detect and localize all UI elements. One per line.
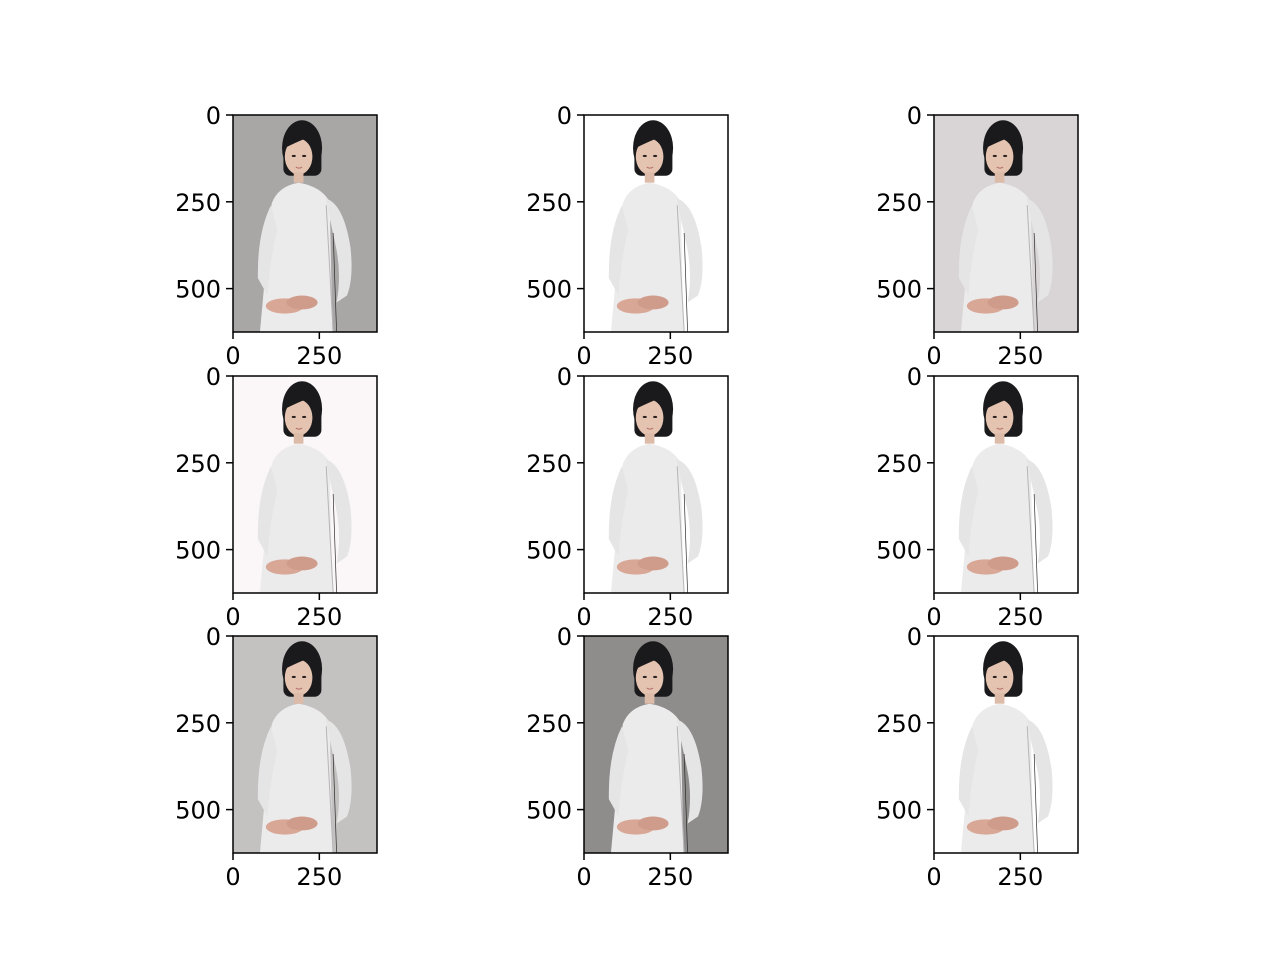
- y-tick-label: 500: [876, 537, 922, 565]
- axes-frame: [933, 635, 1079, 854]
- x-tick-label: 0: [576, 863, 591, 891]
- y-tick-label: 0: [206, 623, 221, 651]
- subplot-9: 0 250 500 0 250: [876, 623, 1079, 891]
- y-tick-label: 500: [526, 276, 572, 304]
- panel-image-1: [233, 115, 377, 332]
- subplot-5: 0 250 500 0 250: [526, 363, 729, 631]
- x-tick-label: 250: [647, 863, 693, 891]
- y-tick-label: 0: [907, 363, 922, 391]
- panel-image-6: [934, 376, 1078, 593]
- y-tick-label: 250: [876, 189, 922, 217]
- axes-frame: [232, 114, 378, 333]
- y-tick-label: 250: [526, 450, 572, 478]
- y-tick-label: 0: [557, 363, 572, 391]
- y-tick-label: 500: [175, 537, 221, 565]
- y-tick-label: 250: [876, 710, 922, 738]
- axes-frame: [933, 375, 1079, 594]
- y-tick-label: 250: [876, 450, 922, 478]
- y-tick-label: 0: [206, 363, 221, 391]
- subplot-1: 0 250 500 0 250: [175, 102, 378, 370]
- subplot-3: 0 250 500 0 250: [876, 102, 1079, 370]
- x-tick-label: 0: [576, 342, 591, 370]
- y-tick-label: 500: [526, 797, 572, 825]
- y-tick-label: 250: [175, 710, 221, 738]
- axes-frame: [583, 114, 729, 333]
- panel-image-4: [233, 376, 377, 593]
- x-tick-label: 250: [997, 603, 1043, 631]
- y-tick-label: 500: [526, 537, 572, 565]
- y-tick-label: 0: [206, 102, 221, 130]
- axes-frame: [933, 114, 1079, 333]
- y-tick-label: 500: [876, 276, 922, 304]
- y-tick-label: 250: [526, 710, 572, 738]
- subplot-7: 0 250 500 0 250: [175, 623, 378, 891]
- y-tick-label: 250: [175, 450, 221, 478]
- x-tick-label: 0: [225, 603, 240, 631]
- axes-frame: [583, 375, 729, 594]
- x-tick-label: 250: [296, 342, 342, 370]
- panel-image-3: [934, 115, 1078, 332]
- x-tick-label: 250: [647, 342, 693, 370]
- y-tick-label: 0: [907, 623, 922, 651]
- y-tick-label: 0: [557, 623, 572, 651]
- y-tick-label: 500: [175, 276, 221, 304]
- x-tick-label: 0: [926, 863, 941, 891]
- subplot-8: 0 250 500 0 250: [526, 623, 729, 891]
- axes-frame: [232, 635, 378, 854]
- y-tick-label: 0: [907, 102, 922, 130]
- x-tick-label: 0: [926, 342, 941, 370]
- y-tick-label: 500: [876, 797, 922, 825]
- axes-frame: [583, 635, 729, 854]
- axes-frame: [232, 375, 378, 594]
- subplot-4: 0 250 500 0 250: [175, 363, 378, 631]
- x-tick-label: 250: [647, 603, 693, 631]
- x-tick-label: 0: [225, 342, 240, 370]
- x-tick-label: 250: [296, 863, 342, 891]
- y-tick-label: 500: [175, 797, 221, 825]
- y-tick-label: 250: [526, 189, 572, 217]
- y-tick-label: 250: [175, 189, 221, 217]
- x-tick-label: 0: [926, 603, 941, 631]
- subplot-2: 0 250 500 0 250: [526, 102, 729, 370]
- panel-image-8: [584, 636, 728, 853]
- x-tick-label: 0: [576, 603, 591, 631]
- x-tick-label: 0: [225, 863, 240, 891]
- panel-image-9: [934, 636, 1078, 853]
- subplot-6: 0 250 500 0 250: [876, 363, 1079, 631]
- x-tick-label: 250: [997, 863, 1043, 891]
- panel-image-2: [584, 115, 728, 332]
- x-tick-label: 250: [296, 603, 342, 631]
- y-tick-label: 0: [557, 102, 572, 130]
- panel-image-7: [233, 636, 377, 853]
- panel-image-5: [584, 376, 728, 593]
- x-tick-label: 250: [997, 342, 1043, 370]
